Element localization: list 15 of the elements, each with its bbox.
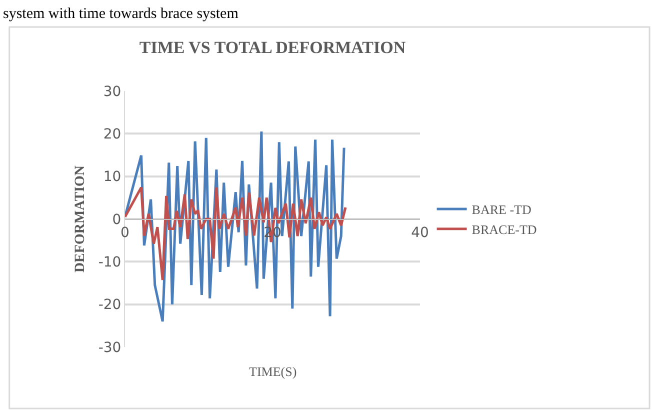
y-tick-label: -20	[98, 297, 122, 314]
y-tick-label: -30	[98, 340, 122, 356]
y-tick-label: 30	[103, 84, 122, 100]
y-tick-label: -10	[98, 254, 122, 271]
legend-label: BRACE-TD	[472, 222, 537, 237]
chart-title: TIME VS TOTAL DEFORMATION	[139, 38, 406, 57]
legend-label: BARE -TD	[472, 202, 532, 218]
y-tick-label: 20	[103, 126, 122, 143]
y-tick-label: 10	[103, 169, 122, 186]
x-tick-label: 40	[411, 224, 429, 241]
text: system with time towards brace system	[3, 6, 239, 22]
x-tick-label: 20	[264, 224, 282, 241]
x-axis-title: TIME(S)	[249, 364, 297, 379]
y-tick-label: 0	[112, 212, 122, 228]
y-axis-title: DEFORMATION	[72, 165, 88, 273]
